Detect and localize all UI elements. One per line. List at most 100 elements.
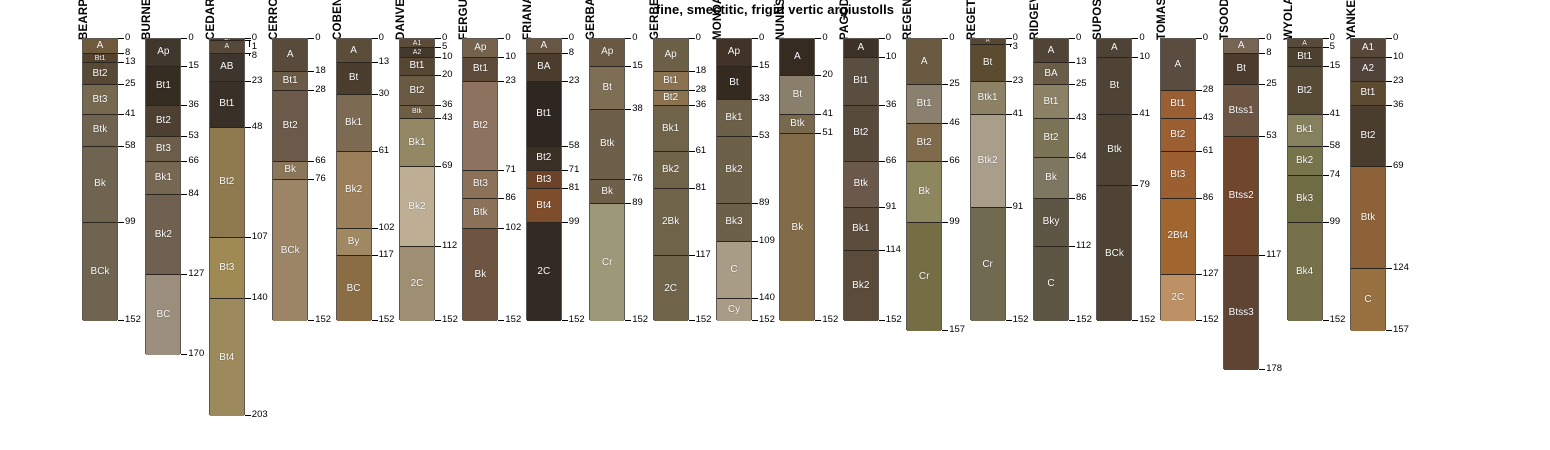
horizon[interactable]: 2Bk	[653, 189, 688, 257]
horizon[interactable]: Bt	[336, 63, 371, 95]
horizon[interactable]: Bt	[1097, 57, 1132, 116]
horizon[interactable]: A2	[1351, 57, 1385, 82]
horizon[interactable]: A1	[400, 39, 434, 49]
horizon[interactable]: Bt1	[1034, 85, 1068, 119]
horizon[interactable]: By	[336, 228, 371, 257]
horizon[interactable]: Bt3	[83, 85, 117, 116]
horizon[interactable]: Bk	[273, 161, 308, 181]
profile-column[interactable]: A Bt1 Bt2 Bt3 2Bt4 2C	[1159, 38, 1196, 322]
horizon[interactable]: A	[1287, 39, 1322, 49]
horizon[interactable]: Bt	[970, 44, 1005, 82]
horizon[interactable]: Ap	[717, 39, 751, 67]
horizon[interactable]: Btk1	[970, 81, 1005, 116]
horizon[interactable]: A1	[1351, 39, 1385, 58]
horizon[interactable]: A	[1224, 39, 1259, 54]
horizon[interactable]: A	[83, 39, 117, 54]
horizon[interactable]: 2Bt4	[1160, 198, 1195, 275]
horizon[interactable]: BC	[336, 256, 371, 322]
horizon[interactable]: Bt1	[400, 57, 434, 77]
horizon[interactable]: Cr	[970, 208, 1005, 322]
horizon[interactable]: Bt1	[273, 72, 308, 92]
horizon[interactable]: Bk1	[400, 118, 434, 168]
profile-column[interactable]: A Bt Btk1 Btk2 Cr	[969, 38, 1006, 322]
horizon[interactable]: Ap	[463, 39, 498, 58]
horizon[interactable]: Bt1	[209, 81, 244, 129]
horizon[interactable]: Ap	[146, 39, 181, 67]
horizon[interactable]: Bt1	[1351, 81, 1385, 106]
horizon[interactable]: A2	[400, 48, 434, 58]
horizon[interactable]: Bt3	[526, 170, 561, 190]
horizon[interactable]: Bt4	[526, 189, 561, 223]
horizon[interactable]: Bk1	[1287, 115, 1322, 147]
horizon[interactable]: Bk2	[146, 195, 181, 275]
horizon[interactable]: Bt1	[843, 57, 878, 106]
horizon[interactable]: Bt2	[209, 128, 244, 238]
profile-column[interactable]: A BA Bt1 Bt2 Bk Bky C	[1033, 38, 1069, 322]
horizon[interactable]: BA	[526, 53, 561, 82]
horizon[interactable]: Bt2	[1287, 66, 1322, 116]
horizon[interactable]: Bt4	[209, 299, 244, 417]
horizon[interactable]: Bk	[83, 146, 117, 223]
horizon[interactable]: Btss2	[1224, 137, 1259, 257]
profile-column[interactable]: A Bt Bk1 Bk2 By BC	[335, 38, 372, 322]
horizon[interactable]: Bt1	[146, 66, 181, 106]
profile-column[interactable]: Oi A AB Bt1 Bt2 Bt3 Bt4	[208, 38, 245, 417]
horizon[interactable]: 2C	[1160, 274, 1195, 322]
horizon[interactable]: Bk1	[146, 161, 181, 196]
horizon[interactable]: BC	[146, 274, 181, 355]
horizon[interactable]: Bt1	[526, 81, 561, 147]
horizon[interactable]: Bk3	[717, 204, 751, 242]
horizon[interactable]: Bk1	[336, 94, 371, 153]
horizon[interactable]: BA	[1034, 63, 1068, 86]
horizon[interactable]: A	[1160, 39, 1195, 92]
profile-column[interactable]: A Bt Btk Bk	[779, 38, 816, 322]
profile-column[interactable]: A Bt1 Bt2 Btk Bk1 Bk2	[842, 38, 879, 322]
profile-column[interactable]: Ap Bt1 Bt2 Bt3 Btk Bk	[462, 38, 499, 322]
horizon[interactable]: Bk4	[1287, 222, 1322, 322]
horizon[interactable]: Ap	[653, 39, 688, 73]
horizon[interactable]: Bk1	[717, 100, 751, 138]
horizon[interactable]: Bt2	[400, 76, 434, 106]
horizon[interactable]: Bk2	[843, 250, 878, 322]
horizon[interactable]: 2C	[653, 256, 688, 322]
horizon[interactable]: Bt1	[1160, 91, 1195, 119]
horizon[interactable]: Btk	[843, 161, 878, 209]
profile-column[interactable]: A Bt Btk BCk	[1096, 38, 1133, 322]
horizon[interactable]: Bt2	[526, 146, 561, 171]
horizon[interactable]: Bt2	[83, 63, 117, 86]
horizon[interactable]: Bk1	[653, 105, 688, 153]
profile-column[interactable]: A Bt1 Bt2 Bk Cr	[906, 38, 943, 331]
horizon[interactable]: Bt2	[843, 105, 878, 162]
horizon[interactable]: Bk	[1034, 157, 1068, 199]
horizon[interactable]: Bt	[780, 76, 815, 116]
horizon[interactable]: Btk	[780, 115, 815, 134]
horizon[interactable]: 2C	[400, 247, 434, 322]
horizon[interactable]: 2C	[526, 222, 561, 322]
horizon[interactable]: A	[336, 39, 371, 64]
horizon[interactable]: Bt2	[907, 124, 942, 162]
profile-column[interactable]: Ap Bt1 Bt2 Bk1 Bk2 2Bk 2C	[652, 38, 689, 322]
horizon[interactable]: Bt	[590, 66, 625, 110]
horizon[interactable]: C	[1034, 247, 1068, 322]
horizon[interactable]: Cr	[590, 204, 625, 322]
horizon[interactable]: Btk	[83, 115, 117, 147]
profile-column[interactable]: Ap Bt Btk Bk Cr	[589, 38, 626, 322]
horizon[interactable]: Bk2	[400, 167, 434, 248]
horizon[interactable]: Btk	[1097, 115, 1132, 186]
profile-column[interactable]: A Bt1 Bt2 Bt3 Btk Bk BCk	[82, 38, 118, 322]
horizon[interactable]: BCk	[273, 180, 308, 322]
horizon[interactable]: Bt2	[1160, 118, 1195, 153]
profile-column[interactable]: A1 A2 Bt1 Bt2 Btk Bk1 Bk2 2C	[399, 38, 435, 322]
horizon[interactable]: Oi	[209, 39, 244, 41]
horizon[interactable]: Bk2	[1287, 146, 1322, 177]
horizon[interactable]: Bt1	[463, 57, 498, 82]
horizon[interactable]: Bt	[1224, 53, 1259, 86]
horizon[interactable]: A	[273, 39, 308, 73]
horizon[interactable]: Bk	[590, 180, 625, 205]
horizon[interactable]: Bt	[717, 66, 751, 101]
horizon[interactable]: Bt3	[463, 170, 498, 199]
profile-column[interactable]: A Bt1 Bt2 Bk1 Bk2 Bk3 Bk4	[1286, 38, 1323, 322]
horizon[interactable]: A	[843, 39, 878, 58]
horizon[interactable]: A	[1034, 39, 1068, 64]
horizon[interactable]: Btss3	[1224, 256, 1259, 370]
